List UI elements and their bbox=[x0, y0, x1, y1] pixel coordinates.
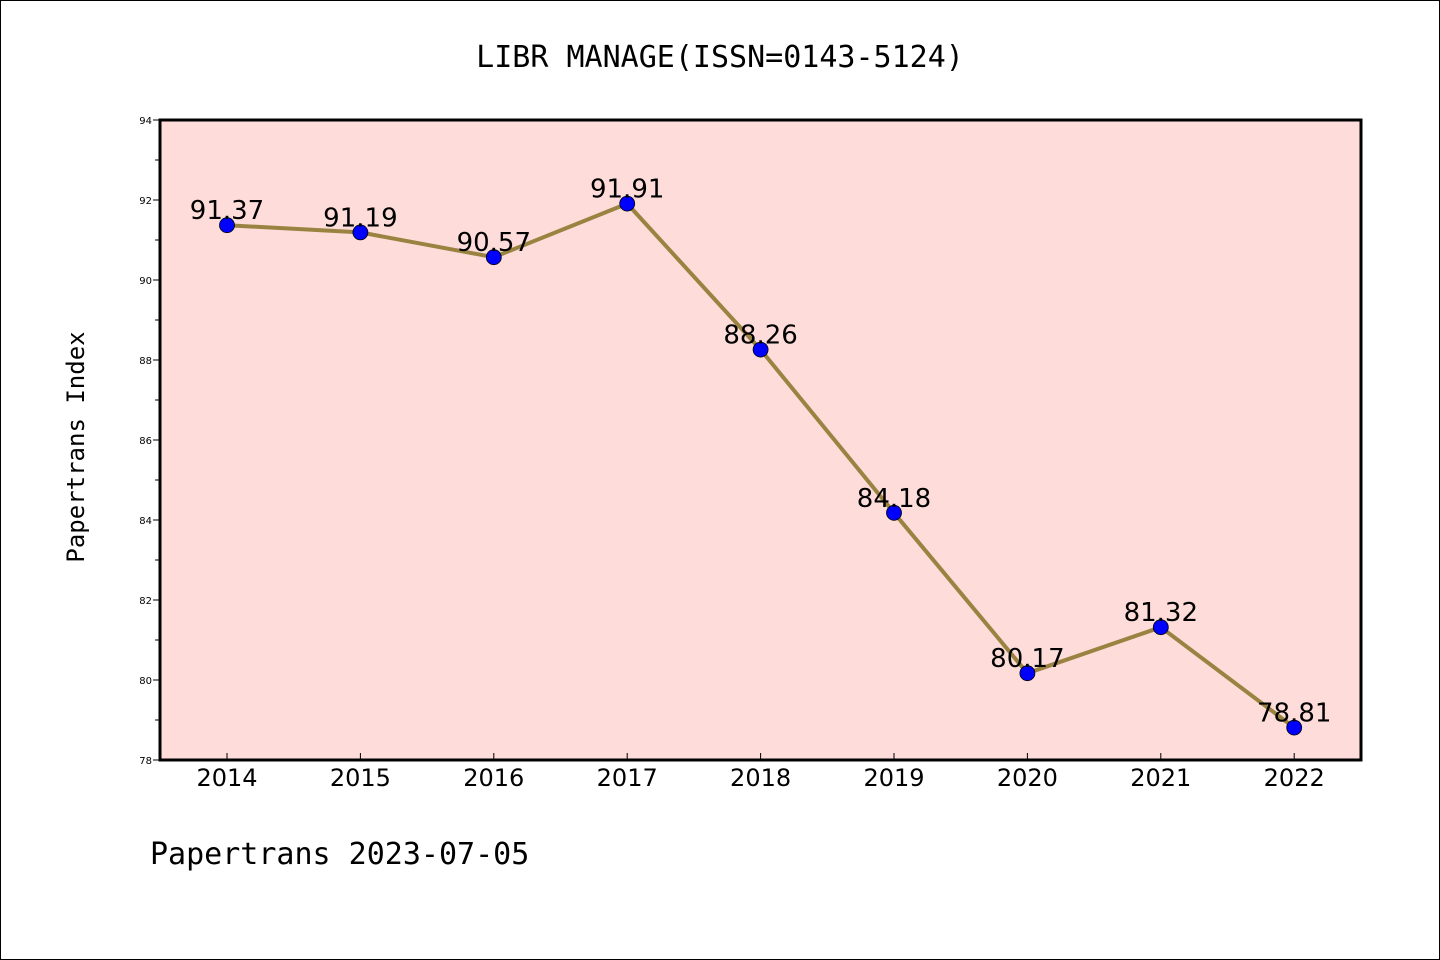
data-point bbox=[352, 224, 369, 241]
data-markers bbox=[219, 195, 1303, 736]
x-tick-label: 2017 bbox=[597, 764, 658, 792]
y-tick-label: 80 bbox=[139, 676, 152, 687]
x-tick-label: 2016 bbox=[463, 764, 524, 792]
data-label: 84.18 bbox=[857, 484, 931, 514]
data-label: 80.17 bbox=[990, 644, 1064, 674]
plot-border bbox=[158, 118, 1363, 762]
data-point bbox=[485, 249, 502, 266]
data-label: 78.81 bbox=[1257, 699, 1331, 729]
x-tick-label: 2014 bbox=[196, 764, 257, 792]
y-axis-label: Papertrans Index bbox=[62, 331, 90, 562]
y-tick-label: 90 bbox=[139, 276, 152, 287]
data-point bbox=[1152, 619, 1169, 636]
x-tick-label: 2021 bbox=[1130, 764, 1191, 792]
data-label: 91.19 bbox=[323, 203, 397, 233]
data-labels: 91.37 91.19 90.57 91.91 88.26 84.18 80.17 81.32… bbox=[190, 175, 1332, 729]
data-point bbox=[1019, 665, 1036, 682]
data-point bbox=[619, 195, 636, 212]
y-tick-label: 88 bbox=[139, 356, 152, 367]
x-tick-label: 2020 bbox=[997, 764, 1058, 792]
y-tick-label: 84 bbox=[139, 516, 152, 527]
x-axis-ticks: 2014 2015 2016 2017 2018 2019 2020 2021 2022 bbox=[196, 753, 1325, 792]
y-tick-label: 92 bbox=[139, 196, 152, 207]
data-label: 91.37 bbox=[190, 196, 264, 226]
y-tick-label: 86 bbox=[139, 436, 152, 447]
data-point bbox=[886, 504, 902, 521]
chart-title: LIBR MANAGE(ISSN=0143-5124) bbox=[476, 40, 964, 75]
data-label: 81.32 bbox=[1124, 598, 1198, 628]
x-tick-label: 2022 bbox=[1264, 764, 1325, 792]
data-point bbox=[219, 217, 235, 234]
data-point bbox=[1286, 719, 1303, 736]
y-tick-label: 82 bbox=[139, 596, 152, 607]
x-tick-label: 2015 bbox=[330, 764, 391, 792]
y-tick-label: 94 bbox=[139, 116, 152, 127]
data-point bbox=[752, 341, 769, 358]
y-tick-label: 78 bbox=[139, 756, 152, 767]
data-label: 91.91 bbox=[590, 175, 664, 205]
data-label: 90.57 bbox=[457, 228, 531, 258]
data-label: 88.26 bbox=[723, 321, 797, 351]
y-axis-ticks: 78 80 82 84 86 88 90 92 94 bbox=[139, 116, 160, 767]
x-tick-label: 2018 bbox=[730, 764, 791, 792]
footer-date-text: Papertrans 2023-07-05 bbox=[150, 837, 529, 872]
x-tick-label: 2019 bbox=[863, 764, 924, 792]
